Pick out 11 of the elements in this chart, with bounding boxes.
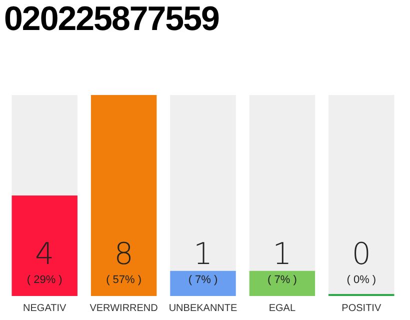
- x-tick-label: POSITIV: [342, 302, 382, 314]
- x-tick-label: NEGATIV: [23, 302, 67, 314]
- data-label: 1 ( 7% ): [268, 237, 297, 286]
- data-label: 8 ( 57% ): [106, 237, 142, 286]
- x-tick-label: VERWIRREND: [90, 302, 158, 314]
- data-label: 1 ( 7% ): [188, 237, 218, 286]
- data-label: 0 ( 0% ): [346, 237, 376, 286]
- chart-title: 020225877559: [4, 0, 219, 39]
- x-tick-label: UNBEKANNTE: [168, 302, 238, 314]
- data-label: 4 ( 29% ): [26, 237, 62, 286]
- x-tick-label: EGAL: [268, 302, 296, 314]
